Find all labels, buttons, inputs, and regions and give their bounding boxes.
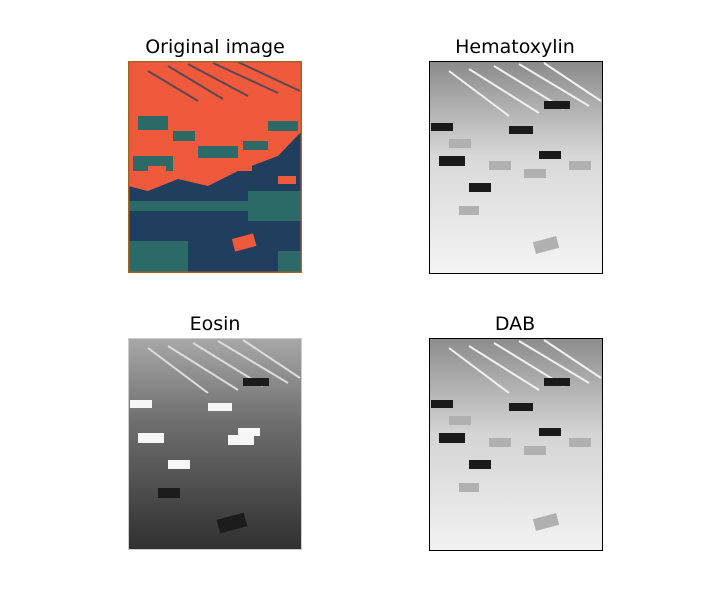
eosin-panel — [128, 338, 302, 550]
dab-image — [429, 338, 603, 551]
hematoxylin-panel — [429, 61, 603, 274]
eosin-image — [128, 338, 302, 550]
original-image-panel — [128, 61, 302, 273]
panel-title-original: Original image — [145, 36, 285, 58]
panel-title-hematoxylin: Hematoxylin — [455, 36, 575, 58]
panel-title-dab: DAB — [494, 313, 536, 335]
panel-title-eosin: Eosin — [189, 313, 241, 335]
original-image — [128, 61, 302, 273]
dab-panel — [429, 338, 603, 551]
hematoxylin-image — [429, 61, 603, 274]
